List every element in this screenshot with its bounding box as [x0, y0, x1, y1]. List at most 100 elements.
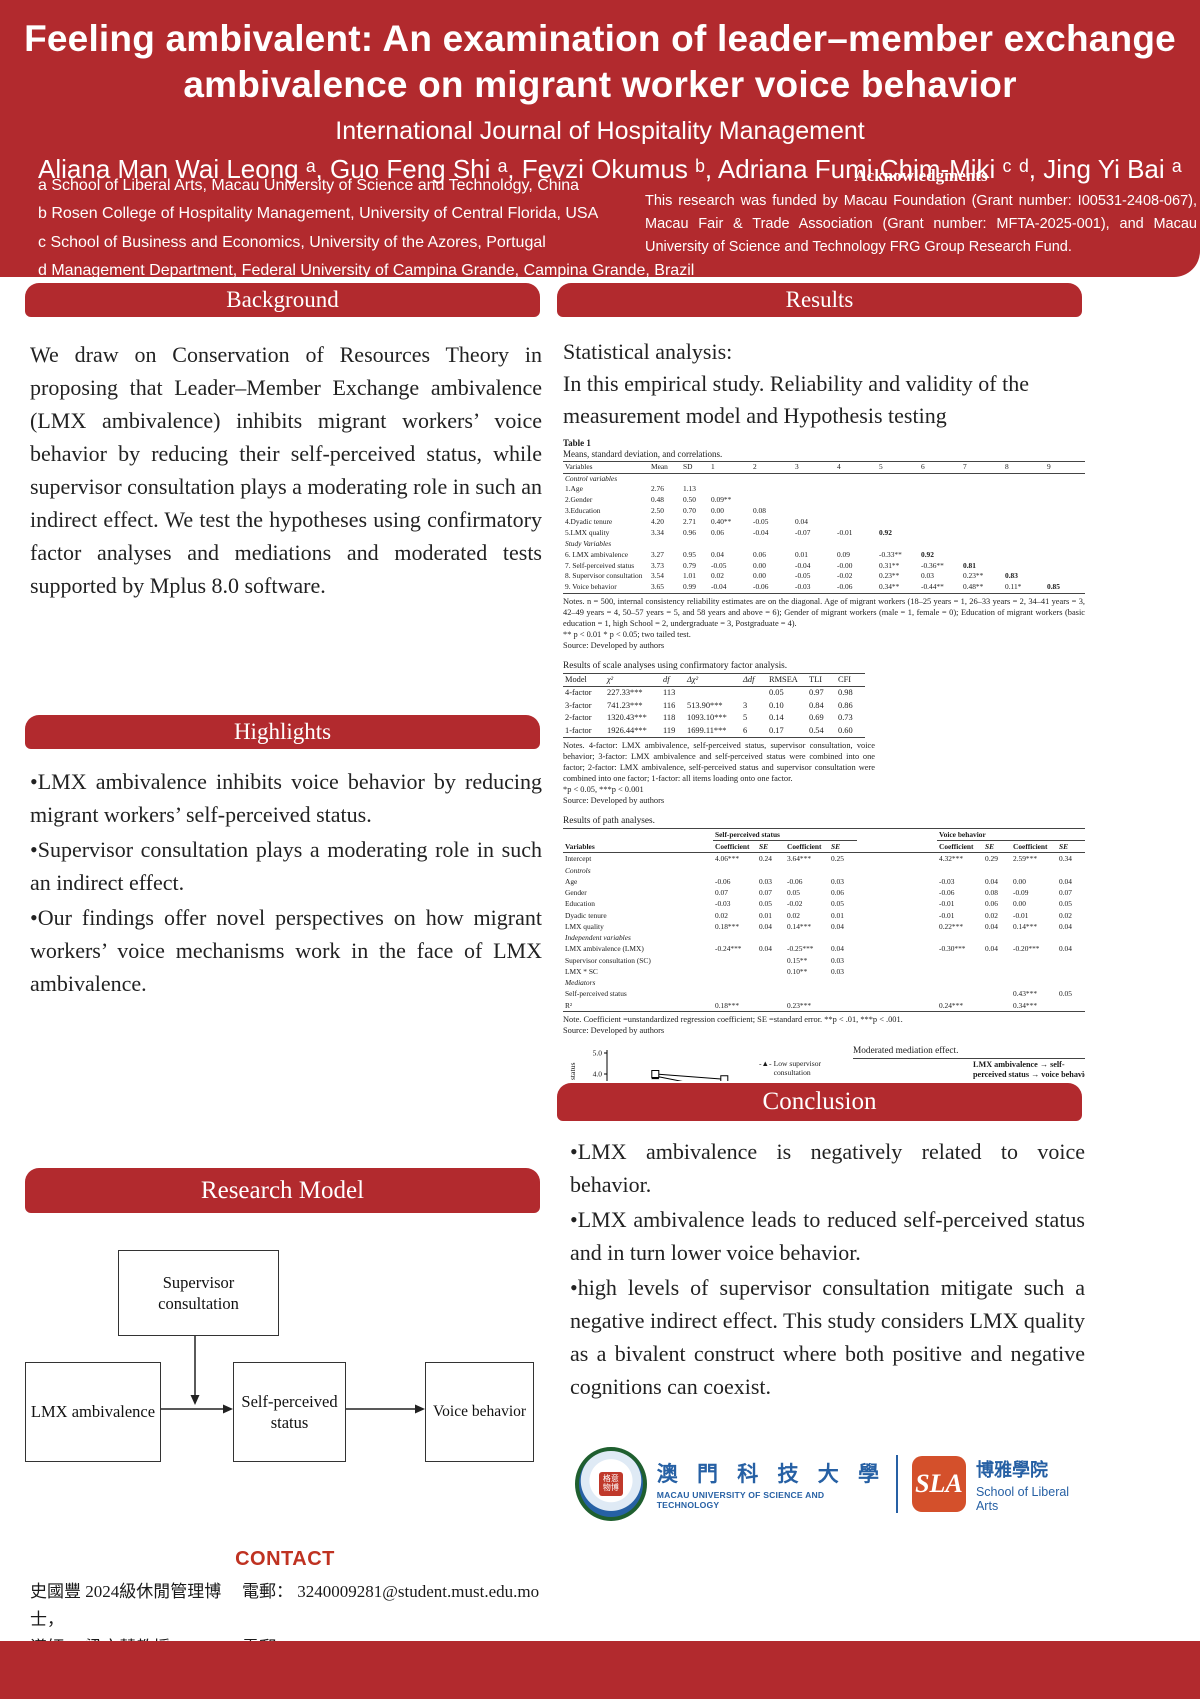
table-cell: 0.09** — [711, 495, 732, 505]
table-cell — [919, 528, 961, 539]
table-cell — [1045, 550, 1085, 561]
table-cell: LMX ambivalence → self-perceived status … — [971, 1057, 1085, 1081]
contact-title: CONTACT — [235, 1548, 335, 1570]
table-cell: -0.33** — [879, 549, 902, 559]
table-row: 3-factor 741.23*** 116 513.90*** 3 0.10 0.84 0.… — [563, 700, 865, 713]
table-cell: 0.00 — [711, 506, 724, 516]
table-cell: 6 — [741, 724, 767, 739]
chart-text: 5.0 — [593, 1048, 603, 1057]
table-cell: 7. Self-perceived status — [565, 560, 635, 570]
table-cell: 0.08 — [985, 888, 998, 898]
table-row: Supervisor consultation (SC) 0.15** 0.03 — [563, 955, 1085, 966]
table-cell — [857, 876, 937, 887]
table-cell: 118 — [663, 713, 676, 723]
table-cell: -0.03 — [939, 876, 955, 886]
table-cell: 0.23** — [879, 571, 900, 581]
table-cell: 0.23** — [963, 571, 984, 581]
path-note-1: Note. Coefficient =unstandardized regres… — [563, 1014, 903, 1024]
table-cell: 0.95 — [683, 549, 696, 559]
highlight-item-3: •Our findings offer novel perspectives o… — [30, 905, 542, 996]
table-cell: 0.01 — [759, 910, 772, 920]
table-cell: 3.34 — [651, 527, 664, 537]
chart-text: Self-perceived status — [568, 1062, 577, 1081]
table-cell: Coefficient — [785, 840, 829, 854]
table-cell — [961, 484, 1003, 495]
institution-logos: 格意 物博 澳 門 科 技 大 學 MACAU UNIVERSITY OF SC… — [575, 1447, 1090, 1521]
table-cell — [835, 517, 877, 528]
table-cell — [757, 955, 785, 966]
table-cell: 0.05 — [787, 888, 800, 898]
table-cell: 0.73 — [838, 713, 853, 723]
table-cell — [713, 966, 757, 977]
table-cell: Age — [565, 876, 578, 886]
table-cell — [835, 495, 877, 506]
table-cell: 119 — [661, 724, 685, 739]
table-cell: 3 — [793, 460, 835, 474]
chart-shape — [655, 1073, 725, 1080]
table-cell — [1045, 495, 1085, 506]
journal-name: International Journal of Hospitality Man… — [335, 116, 865, 145]
table-cell: -0.04 — [795, 560, 811, 570]
table1-note-2: ** p < 0.01 * p < 0.05; two tailed test. — [563, 629, 691, 639]
table-cell — [793, 495, 835, 506]
table-cell: 0.04 — [985, 876, 998, 886]
table-cell: -0.25*** — [787, 944, 814, 954]
table-cell: 0.92 — [921, 549, 934, 559]
table-cell: 6. LMX ambivalence — [565, 549, 629, 559]
table-cell — [1045, 506, 1085, 517]
table-cell: 0.25 — [831, 854, 844, 864]
table-cell — [1011, 955, 1057, 966]
table-cell: 4.32*** — [939, 854, 964, 864]
table-cell: 0.00 — [753, 571, 766, 581]
table-row: LMX * SC 0.10** 0.03 — [563, 966, 1085, 977]
table-cell: Intercept — [565, 854, 592, 864]
table1-note-1: Notes. n = 500, internal consistency rel… — [563, 597, 1085, 629]
table-cell — [857, 827, 937, 841]
table1-notes: Notes. n = 500, internal consistency rel… — [563, 597, 1085, 652]
table-cell: Voice behavior — [937, 827, 1085, 842]
must-logo: 格意 物博 — [575, 1447, 647, 1521]
table-row: Mediators — [563, 977, 1085, 988]
table-cell — [857, 988, 937, 999]
table-cell — [1003, 495, 1045, 506]
table-cell: -0.00 — [837, 560, 853, 570]
table-cell: 1.Age — [565, 484, 583, 494]
table-cell — [751, 495, 793, 506]
table1-label: Table 1 — [563, 437, 591, 448]
table-cell: CFI — [836, 672, 865, 688]
table-cell: 0.86 — [838, 700, 853, 710]
highlight-item-1: •LMX ambivalence inhibits voice behavior… — [30, 769, 542, 827]
table-cell — [1045, 571, 1085, 582]
table-cell: 0.40** — [711, 517, 732, 527]
table-cell: -0.02 — [837, 571, 853, 581]
table-cell — [1057, 999, 1085, 1012]
table-cell: 0.17 — [767, 724, 807, 739]
table-cell: 2.Gender — [565, 495, 593, 505]
table-cell — [877, 484, 919, 495]
table-cell: 2.76 — [651, 484, 664, 494]
affiliation-b: b Rosen College of Hospitality Managemen… — [38, 205, 599, 223]
table-cell — [919, 495, 961, 506]
table-cell: 0.01 — [831, 910, 844, 920]
table-cell: 0.34*** — [1011, 999, 1057, 1012]
table-cell — [919, 484, 961, 495]
affiliation-a: a School of Liberal Arts, Macau Universi… — [38, 177, 580, 194]
table-row: 1-factor 1926.44*** 119 1699.11*** 6 0.17 0.54… — [563, 724, 865, 739]
table-cell: 4 — [835, 460, 877, 474]
table-cell: -0.06 — [835, 582, 877, 595]
table-row: Variables Mean SD 1 2 3 4 5 6 7 8 9 — [563, 460, 1085, 474]
table-row: Controls — [563, 865, 1085, 876]
table-cell — [1003, 550, 1045, 561]
table-cell: 0.97 — [809, 688, 824, 698]
table-cell: 0.02 — [711, 571, 724, 581]
affiliation-d: d Management Department, Federal Univers… — [38, 262, 695, 280]
table-cell: 0.14*** — [1013, 921, 1038, 931]
table-cell: df — [661, 672, 685, 688]
table-cell: 0.60 — [836, 724, 865, 739]
cfa-note-source: Source: Developed by authors — [563, 795, 665, 805]
table-row: LMX ambivalence (LMX) -0.24*** 0.04 -0.25**… — [563, 943, 1085, 954]
table-cell: Coefficient — [1011, 840, 1057, 854]
table-cell — [785, 988, 829, 999]
table-cell: -0.03 — [715, 899, 731, 909]
table-cell: R² — [563, 999, 713, 1012]
